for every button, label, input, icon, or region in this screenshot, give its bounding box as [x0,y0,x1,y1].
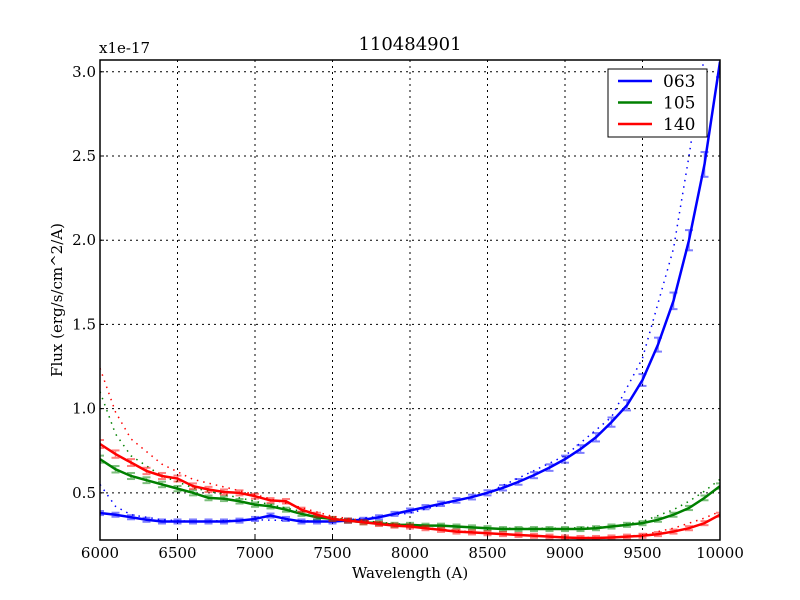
y-tick-label: 0.5 [72,484,96,502]
y-axis-label: Flux (erg/s/cm^2/A) [48,223,66,377]
y-tick-label: 3.0 [72,63,96,81]
y-multiplier: x1e-17 [99,39,150,57]
model-line-140 [100,367,720,539]
x-tick-label: 7000 [236,544,274,562]
x-tick-label: 6500 [158,544,196,562]
x-axis-label: Wavelength (A) [352,564,468,582]
error-bar-063 [100,510,104,517]
chart-title: 110484901 [358,34,461,55]
x-tick-label: 9500 [623,544,661,562]
x-tick-label: 8000 [391,544,429,562]
x-tick-label: 6000 [81,544,119,562]
legend-label-105: 105 [663,94,695,114]
x-tick-label: 8500 [468,544,506,562]
model-line-105 [100,391,720,529]
legend-label-063: 063 [663,72,695,92]
x-tick-label: 10000 [696,544,744,562]
y-tick-label: 2.0 [72,231,96,249]
legend-label-140: 140 [663,115,695,135]
y-tick-label: 2.5 [72,147,96,165]
y-tick-label: 1.0 [72,400,96,418]
axis-ticks: 6000 6500 7000 7500 8000 8500 9000 9500 10000 0.5… [72,63,744,562]
plot-marks [100,60,720,540]
error-bar-140 [100,439,104,449]
x-tick-label: 7500 [313,544,351,562]
y-tick-label: 1.5 [72,315,96,333]
error-bar-105 [100,454,104,464]
x-tick-label: 9000 [546,544,584,562]
